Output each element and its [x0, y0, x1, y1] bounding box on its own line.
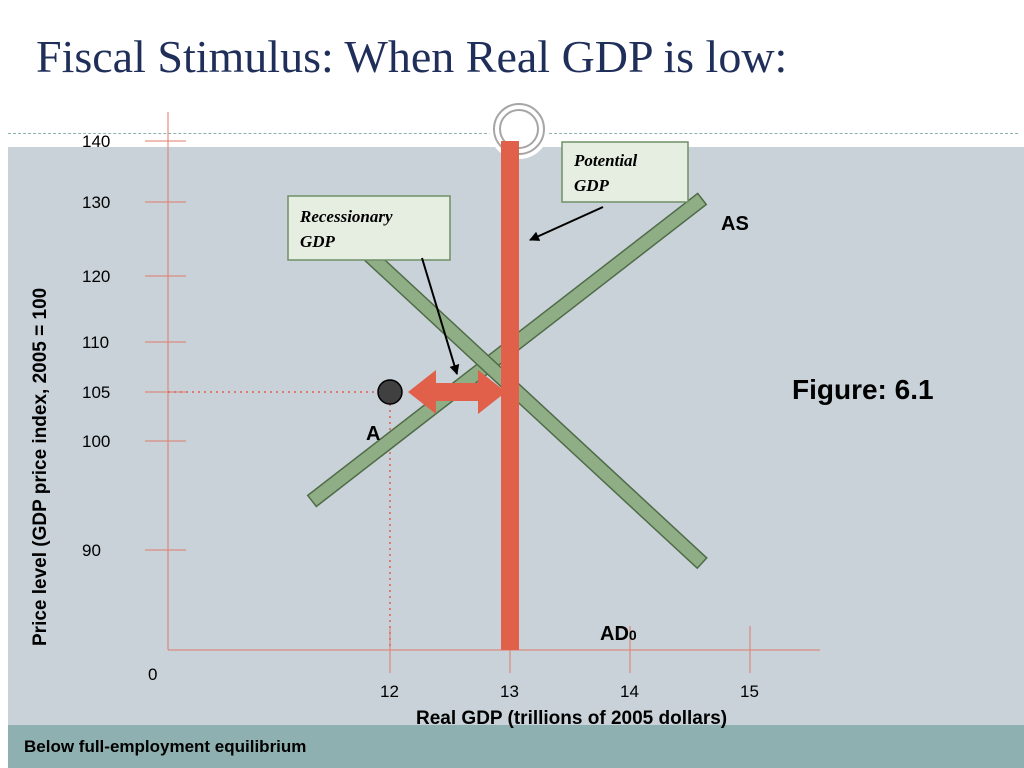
x-axis-title: Real GDP (trillions of 2005 dollars) [416, 708, 727, 729]
equilibrium-label: A [366, 423, 380, 445]
y-tick-label: 105 [82, 383, 110, 402]
recessionary-gdp-callout: Recessionary GDP [287, 195, 460, 375]
footer-text: Below full-employment equilibrium [24, 737, 307, 756]
recessionary-pointer [421, 257, 460, 375]
y-tick-label: 140 [82, 132, 110, 151]
x-tick-label: 12 [380, 682, 399, 701]
ad-label: AD0 [600, 623, 637, 645]
y-tick-label: 110 [82, 333, 109, 352]
as-label: AS [721, 213, 749, 235]
y-tick-label: 130 [82, 193, 110, 212]
x-tick-label: 13 [500, 682, 519, 701]
potential-gdp-callout: Potential GDP [529, 141, 689, 241]
recessionary-gap-arrow [408, 370, 506, 414]
potential-callout-line1: Potential [573, 151, 638, 170]
ad-subscript: 0 [629, 627, 637, 643]
potential-callout-line2: GDP [574, 176, 610, 195]
slide-title: Fiscal Stimulus: When Real GDP is low: [36, 31, 788, 82]
equilibrium-point-a [377, 379, 403, 405]
x-tick-label: 15 [740, 682, 759, 701]
potential-gdp-line [501, 141, 519, 650]
y-tick-label: 120 [82, 267, 110, 286]
y-tick-label: 90 [82, 541, 101, 560]
figure-label: Figure: 6.1 [792, 374, 934, 405]
x-tick-label: 14 [620, 682, 639, 701]
recessionary-callout-line2: GDP [300, 232, 336, 251]
y-axis-title: Price level (GDP price index, 2005 = 100 [30, 288, 51, 646]
footer-bar [8, 725, 1024, 768]
recessionary-callout-line1: Recessionary [299, 207, 393, 226]
x-tick-label: 0 [148, 665, 157, 684]
y-tick-label: 100 [82, 432, 110, 451]
potential-pointer [529, 206, 604, 241]
